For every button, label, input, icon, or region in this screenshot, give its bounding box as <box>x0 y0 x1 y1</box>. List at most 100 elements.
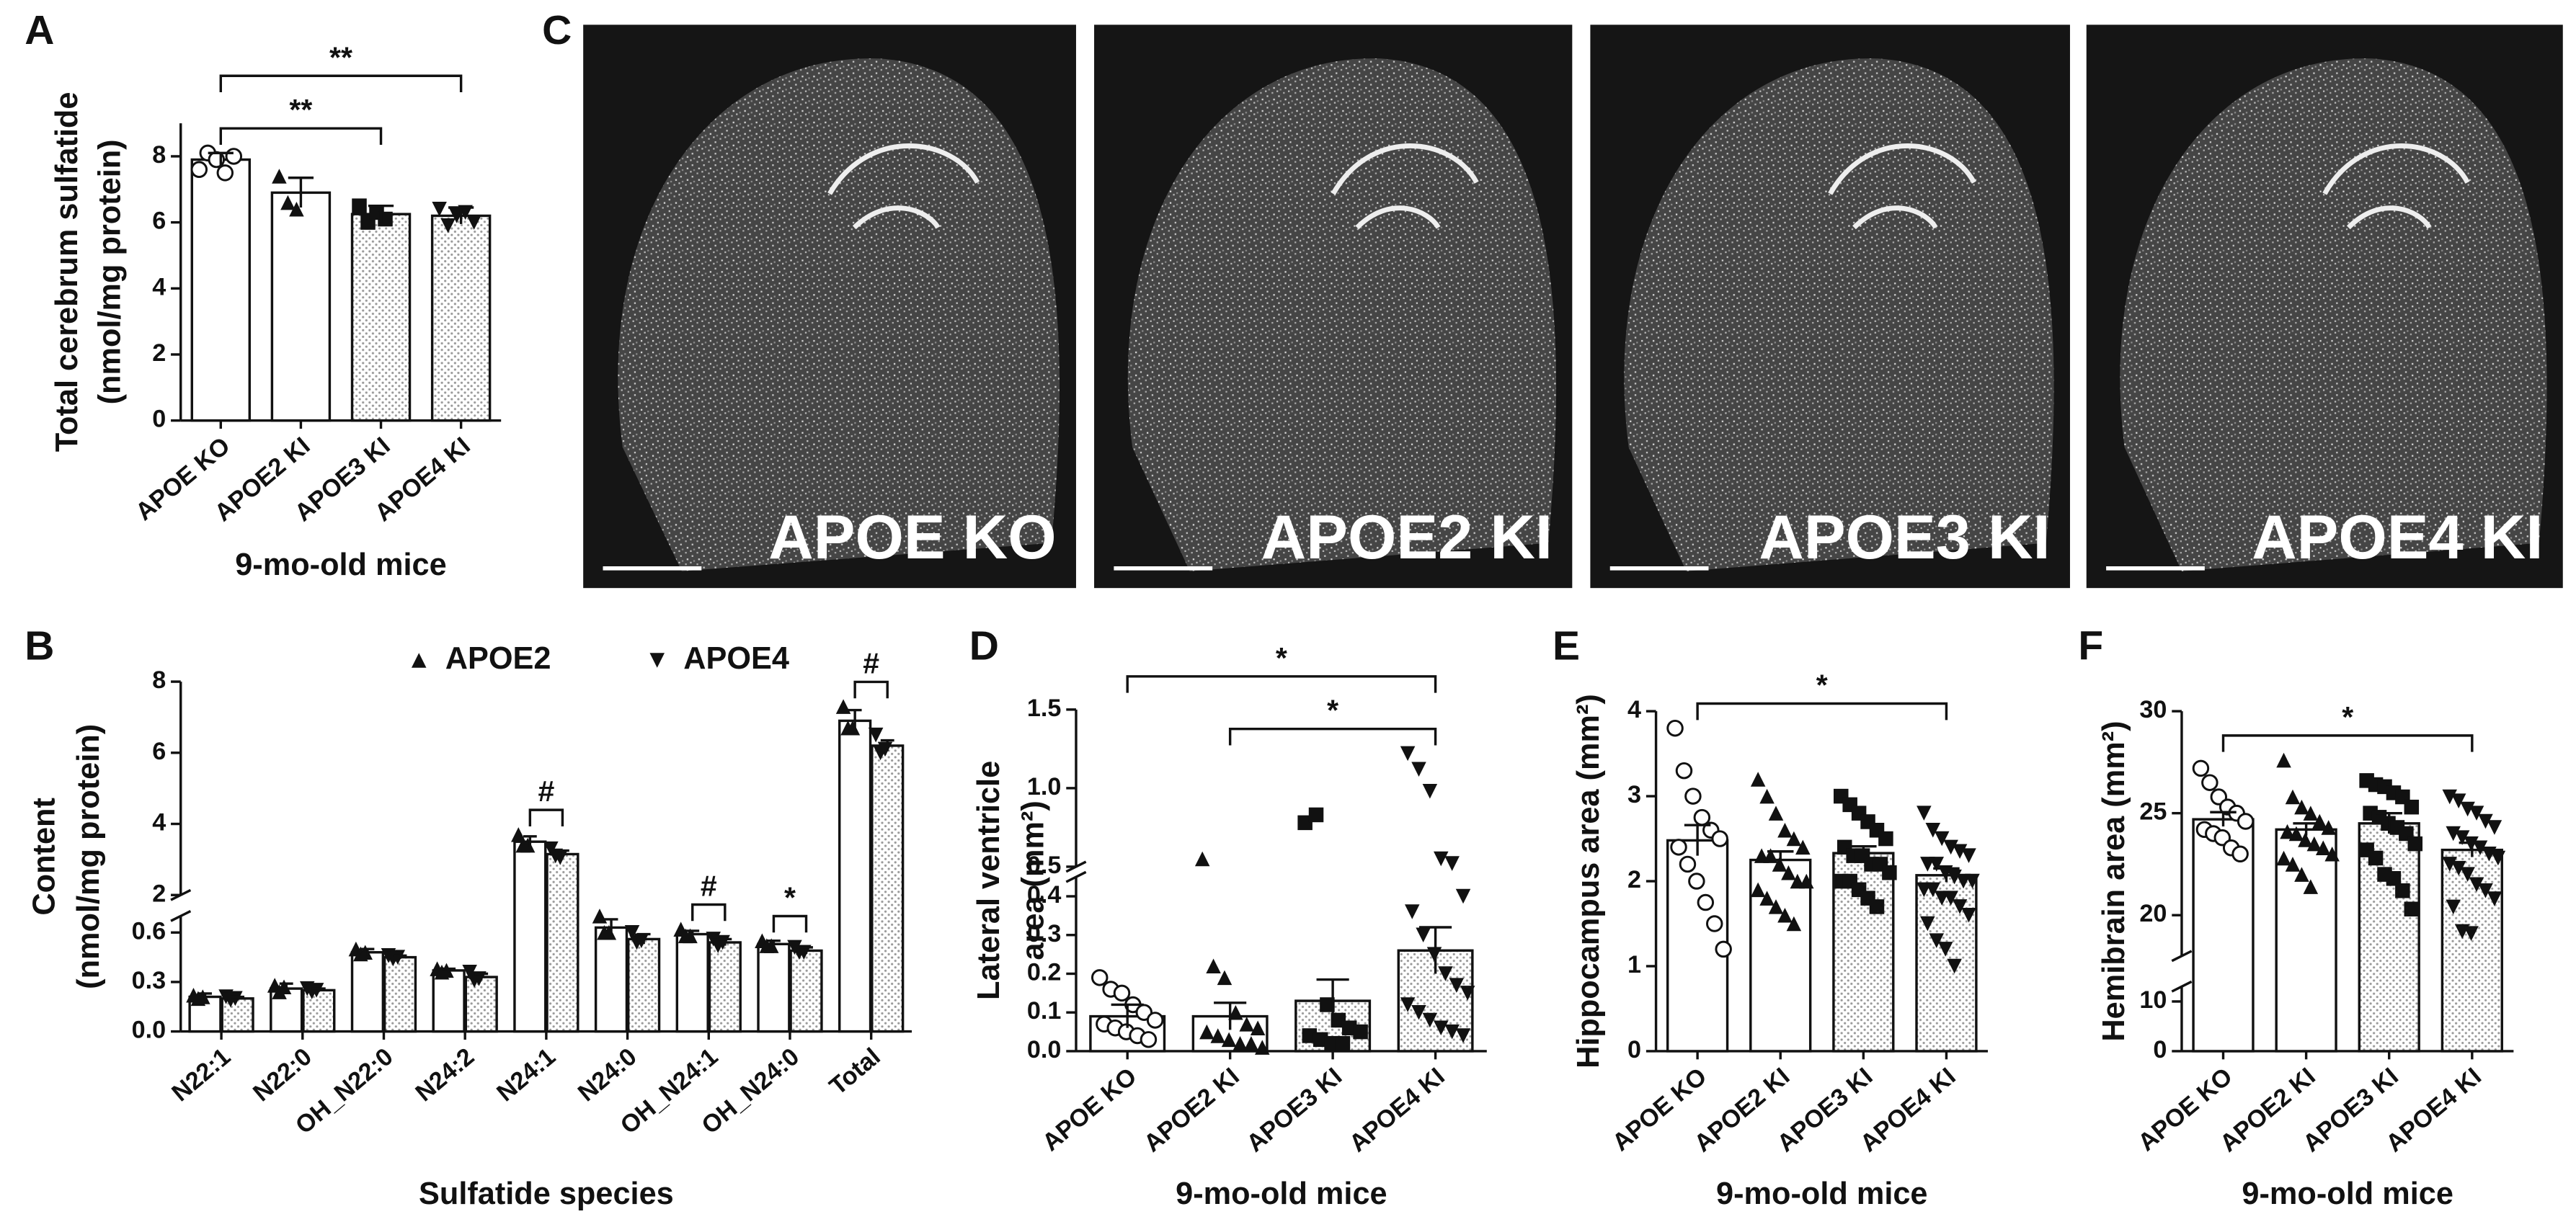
data-point <box>2451 793 2466 808</box>
bar <box>270 191 332 422</box>
x-tick-label: Total <box>825 1043 886 1100</box>
data-point <box>2276 850 2291 866</box>
data-point <box>1750 772 1766 787</box>
data-point <box>1781 865 1796 880</box>
y-tick-label: 0.0 <box>1027 1036 1062 1063</box>
significance-bracket <box>219 74 463 93</box>
data-point <box>1422 1012 1438 1028</box>
significance-label: * <box>1276 641 1287 674</box>
data-point <box>1786 831 1802 847</box>
data-point <box>2324 847 2340 862</box>
data-point <box>1947 869 1962 885</box>
y-tick-label: 4 <box>152 273 166 300</box>
data-point <box>1449 978 1465 993</box>
data-point <box>2368 850 2384 866</box>
panel-letter: B <box>25 623 54 669</box>
bar <box>1915 874 1978 1053</box>
image-label: APOE4 KI <box>2252 503 2543 572</box>
data-point <box>432 202 447 217</box>
y-tick-label: 4 <box>1627 696 1641 723</box>
axis-break <box>1065 870 1087 883</box>
x-axis-label: 9-mo-old mice <box>1716 1177 1928 1211</box>
y-tick-label: 0.2 <box>1027 959 1062 986</box>
y-axis-label: Lateral ventricle <box>972 761 1006 1000</box>
data-point <box>1929 857 1945 872</box>
data-point <box>2321 820 2336 835</box>
data-point <box>2395 883 2410 898</box>
data-point <box>471 971 487 986</box>
data-point <box>225 148 243 165</box>
brain-section <box>1127 58 1557 571</box>
x-tick-label: APOE3 KI <box>1241 1063 1347 1158</box>
panel-letter: F <box>2078 623 2103 669</box>
data-point <box>1947 958 1962 974</box>
data-point <box>2454 830 2470 845</box>
significance-label: * <box>1327 694 1338 727</box>
bar <box>789 949 823 1033</box>
y-axis-label: (nmol/mg protein) <box>71 724 106 989</box>
bar <box>594 926 629 1033</box>
bar <box>302 989 336 1033</box>
data-point <box>1444 856 1460 871</box>
data-point <box>683 928 698 944</box>
brain-section <box>618 58 1060 571</box>
data-point <box>1759 891 1775 906</box>
data-point <box>2478 883 2493 898</box>
bar <box>350 213 412 422</box>
data-point <box>2303 806 2319 821</box>
data-point <box>1768 899 1784 914</box>
data-point <box>2487 891 2502 906</box>
y-axis-label: Hemibrain area (mm²) <box>2097 720 2131 1041</box>
image-label: APOE KO <box>768 503 1056 572</box>
panel-letter: A <box>25 7 54 53</box>
y-tick-label: 0.3 <box>1027 920 1062 947</box>
bar <box>708 941 742 1033</box>
data-point <box>1715 940 1732 958</box>
data-point <box>439 963 454 978</box>
bar <box>432 969 466 1033</box>
x-tick-label: N24:2 <box>410 1043 479 1107</box>
bar <box>350 951 385 1033</box>
data-point <box>2285 857 2301 872</box>
data-point <box>1335 1035 1351 1051</box>
y-tick-label: 30 <box>2139 696 2167 723</box>
bar <box>190 158 251 422</box>
legend-marker <box>649 653 665 668</box>
data-point <box>2280 824 2295 839</box>
y-tick-label: 0.4 <box>1027 881 1062 909</box>
data-point <box>2407 836 2423 852</box>
bar <box>221 997 254 1033</box>
axis-break <box>2171 980 2193 993</box>
y-tick-label: 20 <box>2139 900 2167 927</box>
data-point <box>1210 1028 1225 1043</box>
data-point <box>1795 839 1811 855</box>
data-point <box>1411 762 1426 777</box>
data-point <box>1221 1032 1237 1048</box>
data-point <box>1455 888 1471 904</box>
data-point <box>2288 826 2304 842</box>
data-point <box>2464 926 2479 941</box>
data-point <box>2451 860 2466 876</box>
data-point <box>1455 1028 1471 1043</box>
data-point <box>1400 746 1416 762</box>
significance-bracket <box>853 680 889 699</box>
significance-bracket <box>1228 728 1437 746</box>
data-point <box>1925 823 1941 838</box>
data-point <box>1768 806 1784 821</box>
data-point <box>2201 774 2219 791</box>
data-point <box>2294 867 2309 882</box>
data-point <box>1706 915 1723 932</box>
hippocampus <box>2322 143 2470 230</box>
bar <box>513 840 547 1033</box>
data-point <box>2231 845 2249 863</box>
y-tick-label: 0.1 <box>1027 997 1062 1025</box>
data-point <box>2487 820 2502 835</box>
data-point <box>1444 1024 1460 1040</box>
data-point <box>1411 1004 1426 1020</box>
data-point <box>2472 840 2488 856</box>
data-point <box>1199 1024 1214 1040</box>
image-label: APOE2 KI <box>1261 503 1553 572</box>
data-point <box>1965 873 1980 889</box>
significance-bracket <box>772 914 808 933</box>
